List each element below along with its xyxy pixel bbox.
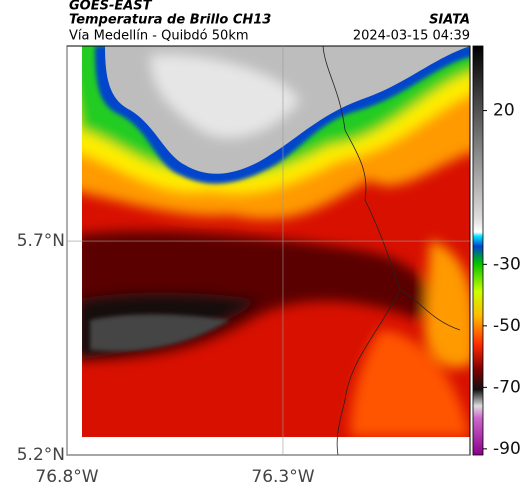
colorbar-tick-label: -30: [493, 254, 521, 274]
product: Temperatura de Brillo CH13: [69, 13, 271, 28]
x-tick-label: 76.8°W: [35, 467, 98, 487]
colorbar-tick-label: 20: [493, 101, 515, 121]
colorbar: [472, 45, 484, 456]
x-tick-label: 76.3°W: [251, 467, 314, 487]
datetime: 2024-03-15 04:39: [353, 29, 470, 44]
source: SIATA: [429, 13, 470, 28]
region: Vía Medellín - Quibdó 50km: [69, 29, 249, 44]
y-tick-label: 5.2°N: [17, 445, 65, 465]
satellite: GOES-EAST: [69, 0, 153, 14]
imagery: [82, 46, 470, 437]
y-tick-label: 5.7°N: [17, 231, 65, 251]
colorbar-tick-label: -90: [493, 439, 521, 459]
boundary: [322, 45, 461, 456]
colorbar-tick-label: -70: [493, 377, 521, 397]
colorbar-tick-label: -50: [493, 316, 521, 336]
